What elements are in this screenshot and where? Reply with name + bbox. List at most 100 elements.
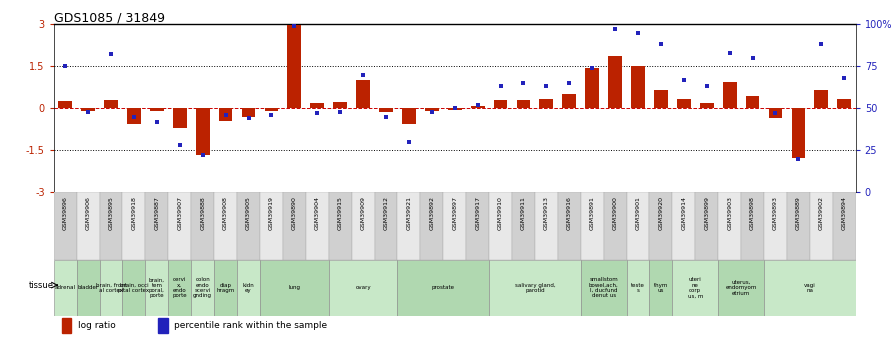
Bar — [288, 25, 301, 108]
Bar — [375, 193, 398, 260]
Text: cervi
x,
endo
porte: cervi x, endo porte — [172, 277, 187, 298]
Text: GSM39920: GSM39920 — [659, 196, 663, 230]
Text: GSM39915: GSM39915 — [338, 196, 342, 230]
Bar — [631, 66, 645, 108]
Bar — [563, 94, 576, 108]
Text: tissue: tissue — [29, 280, 54, 289]
Bar — [260, 260, 329, 316]
Text: prostate: prostate — [432, 285, 455, 290]
Bar — [769, 108, 782, 118]
Text: GSM39918: GSM39918 — [132, 196, 136, 230]
Text: GSM39895: GSM39895 — [108, 196, 114, 230]
Bar — [585, 68, 599, 108]
Bar — [604, 193, 626, 260]
Bar — [512, 193, 535, 260]
Text: GSM39905: GSM39905 — [246, 196, 251, 230]
Bar — [150, 108, 164, 110]
Bar — [745, 96, 760, 108]
Bar — [677, 99, 691, 108]
Bar — [695, 193, 719, 260]
Bar — [791, 108, 806, 158]
Bar — [398, 193, 420, 260]
Bar — [54, 193, 77, 260]
Bar — [214, 193, 237, 260]
Text: GSM39911: GSM39911 — [521, 196, 526, 230]
Bar — [535, 193, 558, 260]
Bar — [54, 260, 77, 316]
Text: GSM39907: GSM39907 — [177, 196, 182, 230]
Bar — [764, 260, 856, 316]
Text: GSM39889: GSM39889 — [796, 196, 801, 230]
Text: GSM39892: GSM39892 — [429, 196, 435, 230]
Text: GSM39910: GSM39910 — [498, 196, 503, 230]
Bar — [581, 260, 626, 316]
Text: GSM39898: GSM39898 — [750, 196, 755, 230]
Bar — [219, 108, 232, 121]
Bar — [489, 260, 581, 316]
Text: GSM39900: GSM39900 — [613, 196, 617, 230]
Text: GSM39887: GSM39887 — [154, 196, 159, 230]
Text: brain,
tem
poral,
porte: brain, tem poral, porte — [149, 277, 165, 298]
Text: GSM39919: GSM39919 — [269, 196, 274, 230]
Text: bladder: bladder — [78, 285, 99, 290]
Bar — [191, 193, 214, 260]
Text: thym
us: thym us — [654, 283, 668, 293]
Bar — [242, 108, 255, 117]
Text: lung: lung — [289, 285, 300, 290]
Bar — [260, 193, 283, 260]
Bar — [123, 193, 145, 260]
Bar — [700, 103, 713, 108]
Bar — [719, 193, 741, 260]
Bar — [237, 193, 260, 260]
Bar — [357, 80, 370, 108]
Bar — [402, 108, 416, 124]
Text: GSM39913: GSM39913 — [544, 196, 549, 230]
Bar — [145, 260, 168, 316]
Text: brain, front
al cortex: brain, front al cortex — [96, 283, 126, 293]
Bar — [214, 260, 237, 316]
Bar — [158, 318, 168, 333]
Bar — [104, 100, 118, 108]
Text: brain, occi
pital cortex: brain, occi pital cortex — [118, 283, 150, 293]
Bar — [539, 99, 553, 108]
Text: GSM39912: GSM39912 — [383, 196, 389, 230]
Text: GSM39909: GSM39909 — [360, 196, 366, 230]
Bar — [764, 193, 787, 260]
Bar — [814, 90, 828, 108]
Bar — [237, 260, 260, 316]
Bar — [466, 193, 489, 260]
Bar — [420, 193, 444, 260]
Text: GSM39916: GSM39916 — [567, 196, 572, 230]
Text: uteri
ne
corp
us, m: uteri ne corp us, m — [687, 277, 703, 298]
Text: GSM39902: GSM39902 — [819, 196, 823, 230]
Text: smallstom
bowel,ach,
l, ducfund
denut us: smallstom bowel,ach, l, ducfund denut us — [589, 277, 618, 298]
Text: GSM39904: GSM39904 — [314, 196, 320, 230]
Text: kidn
ey: kidn ey — [243, 283, 254, 293]
Text: GSM39901: GSM39901 — [635, 196, 641, 230]
Text: GSM39921: GSM39921 — [407, 196, 411, 230]
Bar — [310, 103, 324, 108]
Bar — [494, 100, 507, 108]
Bar — [608, 57, 622, 108]
Text: GSM39891: GSM39891 — [590, 196, 595, 230]
Bar — [719, 260, 764, 316]
Text: GSM39899: GSM39899 — [704, 196, 710, 230]
Text: percentile rank within the sample: percentile rank within the sample — [174, 321, 327, 330]
Text: GSM39908: GSM39908 — [223, 196, 228, 230]
Bar — [99, 193, 123, 260]
Text: GSM39896: GSM39896 — [63, 196, 68, 230]
Bar — [650, 193, 672, 260]
Text: teste
s: teste s — [631, 283, 645, 293]
Bar — [626, 193, 650, 260]
Text: GSM39897: GSM39897 — [452, 196, 457, 230]
Text: log ratio: log ratio — [78, 321, 116, 330]
Text: colon
endo
scervi
gnding: colon endo scervi gnding — [194, 277, 212, 298]
Bar — [196, 108, 210, 155]
Bar — [398, 260, 489, 316]
Bar — [173, 108, 186, 128]
Bar — [283, 193, 306, 260]
Bar — [517, 100, 530, 108]
Text: GDS1085 / 31849: GDS1085 / 31849 — [54, 11, 165, 24]
Text: GSM39917: GSM39917 — [475, 196, 480, 230]
Bar — [470, 106, 485, 108]
